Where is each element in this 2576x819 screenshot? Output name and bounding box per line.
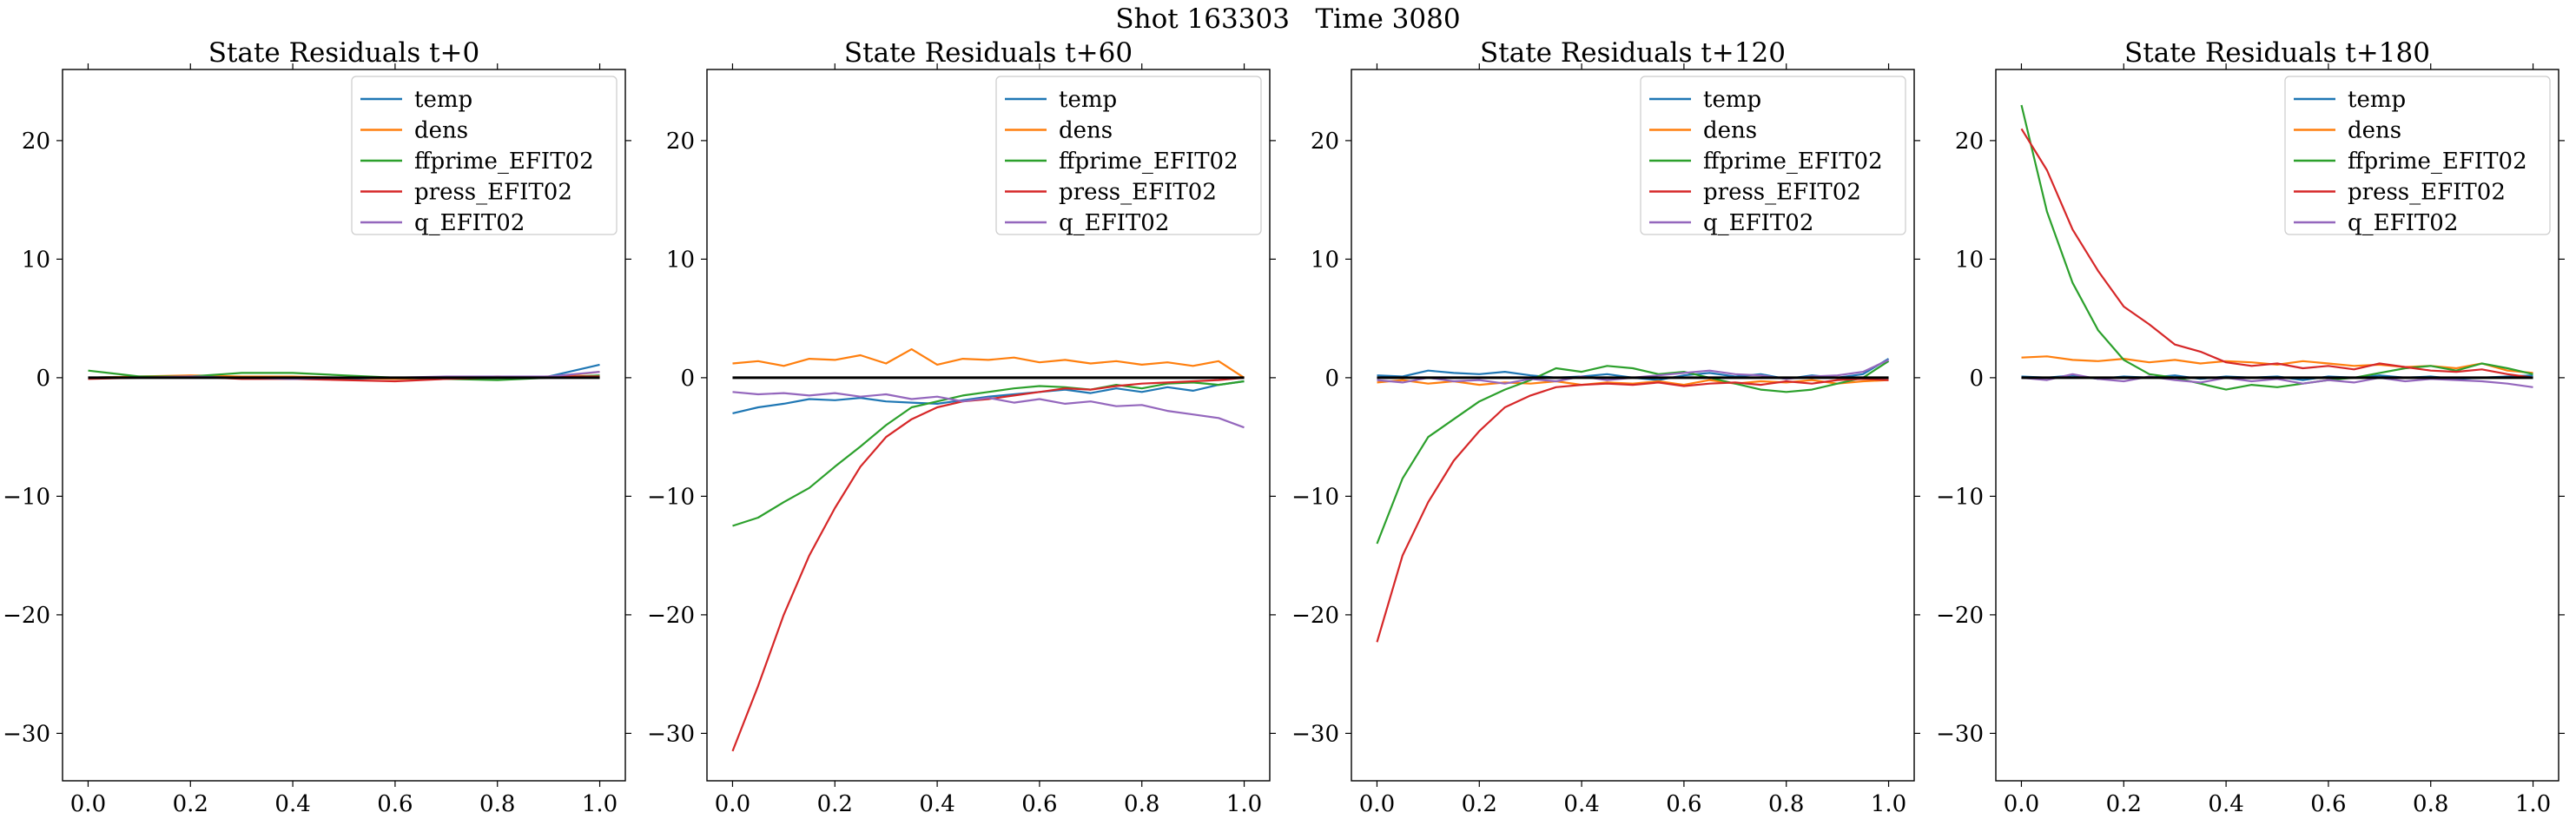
y-tick-label: −30 — [3, 721, 50, 747]
legend-box — [351, 76, 618, 235]
series-line-ffprime-efit02 — [732, 380, 1245, 527]
y-tick-label: −10 — [3, 484, 50, 510]
chart-title: State Residuals t+60 — [844, 37, 1133, 69]
y-tick-label: 0 — [680, 366, 695, 392]
y-tick-label: −20 — [3, 603, 50, 629]
legend: temp dens ffprime_EFIT02 press_EFIT02 q_EFIT… — [995, 76, 1262, 236]
legend-label: q_EFIT02 — [1059, 210, 1169, 236]
x-tick-label: 0.4 — [2208, 791, 2243, 817]
y-tick-label: 0 — [1324, 366, 1339, 392]
y-tick-label: 20 — [1311, 129, 1339, 155]
legend: temp dens ffprime_EFIT02 press_EFIT02 q_EFIT… — [2284, 76, 2551, 236]
x-tick-label: 0.6 — [377, 791, 413, 817]
x-tick-label: 0.6 — [1666, 791, 1701, 817]
legend-label: dens — [1703, 118, 1757, 144]
chart-title: State Residuals t+180 — [2124, 37, 2430, 69]
x-tick-label: 0.8 — [479, 791, 515, 817]
chart-title: State Residuals t+0 — [208, 37, 479, 69]
x-tick-label: 0.6 — [1021, 791, 1057, 817]
x-tick-label: 0.2 — [2106, 791, 2142, 817]
x-tick-label: 0.2 — [817, 791, 853, 817]
series-line-dens — [2021, 355, 2533, 374]
y-tick-label: −30 — [1936, 721, 1984, 747]
legend-label: press_EFIT02 — [1059, 180, 1217, 206]
y-tick-label: −20 — [647, 603, 695, 629]
legend-label: temp — [1703, 87, 1761, 113]
chart-panel-3: State Residuals t+120 0.0 0.2 0.4 0.6 0.8 1.0 −… — [1291, 37, 1920, 817]
legend-label: ffprime_EFIT02 — [2348, 149, 2527, 175]
y-tick-label: −20 — [1936, 603, 1984, 629]
chart-panel-4: State Residuals t+180 0.0 0.2 0.4 0.6 0.8 1.0 −… — [1936, 37, 2565, 817]
y-tick-label: 10 — [22, 247, 50, 273]
series-line-press-efit02 — [2020, 128, 2533, 379]
y-tick-label: 20 — [666, 129, 695, 155]
legend-label: ffprime_EFIT02 — [414, 149, 594, 175]
y-tick-label: 10 — [1955, 247, 1984, 273]
legend-label: q_EFIT02 — [1703, 210, 1813, 236]
x-tick-label: 0.0 — [715, 791, 750, 817]
x-tick-label: 0.8 — [2413, 791, 2448, 817]
x-tick-label: 0.4 — [919, 791, 954, 817]
legend-label: dens — [1059, 118, 1113, 144]
series-line-temp — [732, 380, 1245, 414]
legend-box — [2284, 76, 2551, 235]
legend-label: press_EFIT02 — [2348, 180, 2506, 206]
x-tick-label: 0.4 — [274, 791, 310, 817]
legend-label: press_EFIT02 — [414, 180, 572, 206]
x-tick-label: 1.0 — [582, 791, 618, 817]
series-line-dens — [732, 348, 1245, 379]
x-tick-label: 0.0 — [2004, 791, 2039, 817]
figure-suptitle: Shot 163303 Time 3080 — [1115, 3, 1461, 35]
x-tick-label: 1.0 — [1871, 791, 1906, 817]
y-tick-label: −30 — [647, 721, 695, 747]
x-tick-label: 0.4 — [1563, 791, 1599, 817]
x-tick-label: 1.0 — [1226, 791, 1262, 817]
legend-label: dens — [2348, 118, 2401, 144]
y-tick-label: 0 — [36, 366, 50, 392]
legend-label: ffprime_EFIT02 — [1059, 149, 1238, 175]
series-line-press-efit02 — [1376, 378, 1889, 643]
legend-label: temp — [2348, 87, 2406, 113]
series-line-ffprime-efit02 — [2020, 104, 2533, 391]
legend: temp dens ffprime_EFIT02 press_EFIT02 q_EFIT… — [1640, 76, 1906, 236]
y-tick-label: −30 — [1291, 721, 1339, 747]
y-tick-label: 0 — [1969, 366, 1984, 392]
series-line-dens — [1377, 379, 1889, 386]
chart-title: State Residuals t+120 — [1480, 37, 1786, 69]
series-line-press-efit02 — [731, 376, 1245, 752]
legend-label: dens — [414, 118, 468, 144]
y-tick-label: 10 — [666, 247, 695, 273]
legend-label: ffprime_EFIT02 — [1703, 149, 1883, 175]
y-tick-label: −10 — [1936, 484, 1984, 510]
legend-label: q_EFIT02 — [2348, 210, 2458, 236]
y-tick-label: −10 — [647, 484, 695, 510]
x-tick-label: 1.0 — [2515, 791, 2551, 817]
chart-panel-1: State Residuals t+0 0.0 0.2 0.4 0.6 0.8 1.0 −30… — [3, 37, 631, 817]
legend-box — [995, 76, 1262, 235]
chart-panel-2: State Residuals t+60 0.0 0.2 0.4 0.6 0.8 1.0 −3… — [647, 37, 1276, 817]
x-tick-label: 0.6 — [2310, 791, 2346, 817]
legend-label: temp — [414, 87, 472, 113]
y-tick-label: 20 — [22, 129, 50, 155]
series-line-ffprime-efit02 — [1376, 360, 1890, 545]
x-tick-label: 0.0 — [1359, 791, 1395, 817]
legend-label: q_EFIT02 — [414, 210, 525, 236]
legend-box — [1640, 76, 1906, 235]
x-tick-label: 0.8 — [1124, 791, 1159, 817]
x-tick-label: 0.0 — [70, 791, 106, 817]
x-tick-label: 0.8 — [1768, 791, 1804, 817]
y-tick-label: 20 — [1955, 129, 1984, 155]
y-tick-label: −10 — [1291, 484, 1339, 510]
x-tick-label: 0.2 — [173, 791, 208, 817]
series-line-q-efit02 — [732, 391, 1245, 429]
y-tick-label: 10 — [1311, 247, 1339, 273]
legend-label: press_EFIT02 — [1703, 180, 1861, 206]
legend: temp dens ffprime_EFIT02 press_EFIT02 q_EFIT… — [351, 76, 618, 236]
legend-label: temp — [1059, 87, 1117, 113]
y-tick-label: −20 — [1291, 603, 1339, 629]
x-tick-label: 0.2 — [1462, 791, 1497, 817]
